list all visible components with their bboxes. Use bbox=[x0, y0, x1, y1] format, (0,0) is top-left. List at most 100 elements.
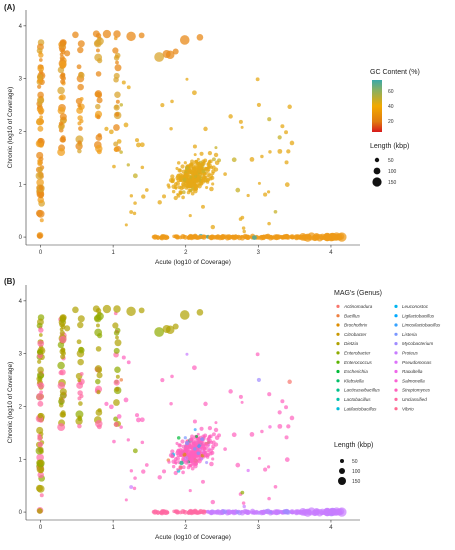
data-point bbox=[138, 32, 145, 39]
data-point bbox=[113, 330, 120, 336]
data-point bbox=[154, 327, 165, 337]
data-point bbox=[170, 174, 175, 179]
data-point bbox=[124, 498, 128, 502]
genus-legend-label: Enterococcus bbox=[344, 360, 373, 365]
y-tick-label: 3 bbox=[19, 352, 23, 358]
data-point bbox=[121, 80, 126, 85]
data-point bbox=[36, 117, 44, 126]
data-point bbox=[207, 165, 211, 170]
data-point bbox=[78, 126, 83, 131]
data-point bbox=[197, 458, 202, 464]
genus-legend-label: Ligilactobacillus bbox=[402, 313, 435, 318]
data-point bbox=[124, 223, 128, 227]
data-point bbox=[113, 399, 120, 406]
data-point bbox=[280, 124, 285, 129]
data-point bbox=[75, 135, 84, 144]
genus-legend-dot bbox=[394, 369, 398, 374]
data-point bbox=[36, 508, 43, 514]
data-point bbox=[157, 200, 162, 205]
data-point bbox=[223, 172, 227, 176]
data-point bbox=[267, 496, 271, 501]
data-point bbox=[113, 305, 121, 313]
data-point bbox=[235, 462, 241, 468]
genus-legend-dot bbox=[336, 379, 340, 383]
data-point bbox=[77, 115, 83, 121]
data-point bbox=[179, 35, 190, 45]
data-point bbox=[266, 190, 271, 194]
data-point bbox=[37, 158, 42, 163]
data-point bbox=[201, 444, 206, 449]
genus-legend-label: Bacillus bbox=[344, 313, 361, 318]
data-point bbox=[205, 460, 209, 465]
data-point bbox=[267, 392, 272, 397]
data-point bbox=[192, 365, 197, 371]
data-point bbox=[207, 510, 212, 515]
data-point bbox=[39, 218, 44, 223]
data-point bbox=[60, 79, 66, 85]
data-point bbox=[185, 172, 190, 177]
data-point bbox=[37, 166, 44, 173]
data-point bbox=[267, 117, 272, 122]
data-point bbox=[193, 172, 197, 176]
data-point bbox=[37, 382, 45, 389]
data-point bbox=[190, 191, 195, 196]
data-point bbox=[76, 64, 82, 70]
data-point bbox=[178, 443, 182, 447]
data-point bbox=[210, 450, 215, 455]
genus-legend-dot bbox=[336, 388, 340, 392]
data-point bbox=[37, 366, 44, 374]
data-point bbox=[211, 446, 215, 451]
data-point bbox=[194, 449, 198, 453]
data-point bbox=[287, 104, 292, 110]
data-point bbox=[37, 196, 44, 204]
size-legend-dot bbox=[338, 477, 346, 485]
data-point bbox=[246, 193, 250, 198]
data-point bbox=[77, 315, 85, 323]
genus-legend-label: Limosilactobacillus bbox=[402, 323, 441, 328]
data-point bbox=[37, 84, 42, 89]
data-point bbox=[157, 475, 162, 480]
data-point bbox=[240, 125, 244, 129]
data-point bbox=[180, 233, 186, 240]
data-point bbox=[185, 185, 189, 189]
data-point bbox=[256, 377, 261, 382]
size-legend-label: 150 bbox=[352, 479, 361, 485]
genus-legend-dot bbox=[394, 332, 398, 336]
genus-legend-dot bbox=[336, 351, 340, 355]
data-point bbox=[268, 150, 272, 154]
data-point bbox=[263, 192, 268, 197]
data-point bbox=[95, 103, 101, 110]
data-point bbox=[162, 509, 167, 514]
data-point bbox=[116, 414, 122, 419]
data-point bbox=[213, 152, 219, 158]
data-point bbox=[77, 423, 82, 429]
data-point bbox=[60, 72, 66, 78]
data-point bbox=[197, 183, 202, 189]
genus-legend-dot bbox=[394, 379, 398, 383]
data-point bbox=[277, 148, 283, 154]
data-point bbox=[59, 336, 67, 344]
data-point bbox=[178, 465, 183, 470]
data-point bbox=[72, 31, 79, 39]
data-point bbox=[209, 461, 214, 467]
data-point bbox=[134, 138, 140, 143]
size-legend-title: Length (kbp) bbox=[370, 143, 409, 150]
genus-legend-dot bbox=[336, 332, 340, 336]
data-point bbox=[76, 339, 82, 345]
data-point bbox=[37, 471, 44, 479]
data-point bbox=[96, 389, 101, 395]
data-point bbox=[58, 396, 64, 401]
genus-legend-dot bbox=[336, 369, 340, 374]
data-point bbox=[231, 157, 237, 163]
data-point bbox=[59, 40, 67, 47]
data-point bbox=[214, 421, 218, 425]
data-point bbox=[97, 408, 102, 413]
data-point bbox=[263, 467, 268, 472]
genus-legend-label: Mycobacterium bbox=[402, 341, 433, 346]
data-point bbox=[77, 415, 82, 420]
data-point bbox=[109, 129, 114, 135]
data-point bbox=[37, 372, 44, 379]
data-point bbox=[77, 321, 84, 329]
data-point bbox=[36, 465, 45, 474]
